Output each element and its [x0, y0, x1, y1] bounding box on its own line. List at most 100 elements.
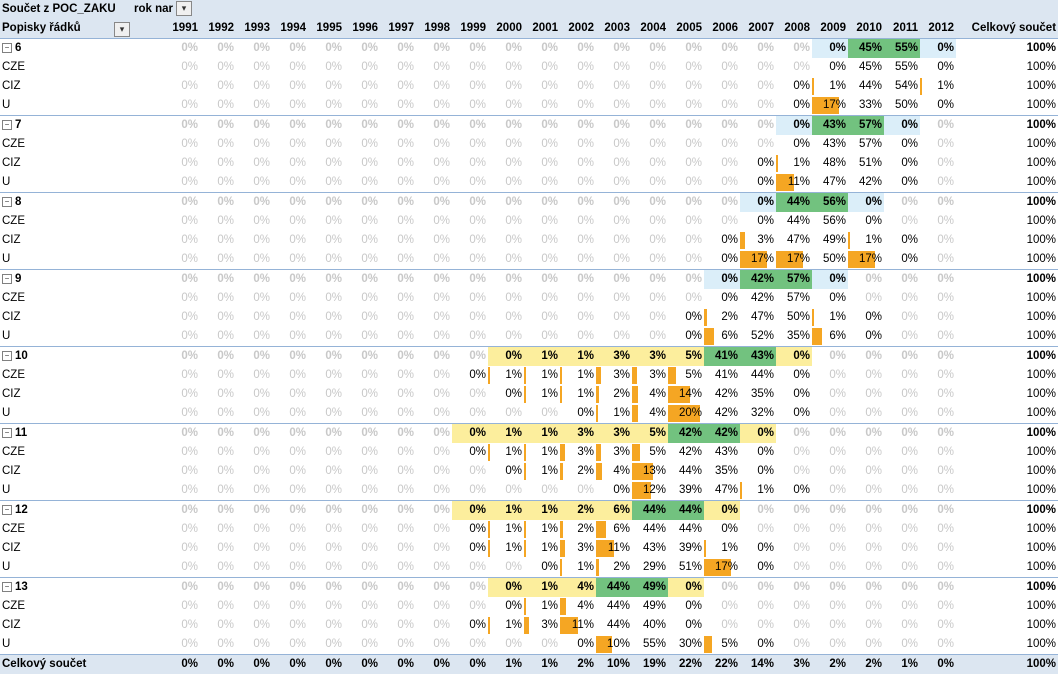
value-cell: 0% [344, 635, 380, 655]
value-cell: 1% [524, 443, 560, 462]
value-cell: 0% [812, 539, 848, 558]
value-cell: 0% [704, 520, 740, 539]
value-cell: 0% [884, 289, 920, 308]
value-text: 0% [253, 388, 270, 400]
value-text: 3% [577, 446, 594, 458]
year-header-2002[interactable]: 2002 [560, 19, 596, 39]
row-label[interactable]: −6 [0, 39, 132, 59]
value-cell: 0% [596, 270, 632, 290]
row-label[interactable]: −9 [0, 270, 132, 290]
value-text: 0% [505, 42, 522, 54]
value-text: 0% [865, 619, 882, 631]
row-total: 100% [956, 616, 1058, 635]
value-cell: 0% [200, 558, 236, 578]
row-label[interactable]: −11 [0, 424, 132, 444]
value-text: 0% [217, 80, 234, 92]
value-cell: 49% [812, 231, 848, 250]
value-text: 0% [901, 234, 918, 246]
value-cell: 51% [848, 154, 884, 173]
row-label[interactable]: −8 [0, 193, 132, 213]
column-field-cell[interactable]: rok nar▾ [132, 0, 236, 19]
value-cell: 0% [308, 635, 344, 655]
value-text: 0% [433, 196, 450, 208]
value-cell: 0% [272, 597, 308, 616]
year-header-1994[interactable]: 1994 [272, 19, 308, 39]
value-cell: 0% [488, 462, 524, 481]
value-text: 0% [865, 465, 882, 477]
collapse-icon[interactable]: − [2, 43, 12, 53]
value-cell: 1% [524, 501, 560, 521]
value-text: 0% [181, 427, 198, 439]
collapse-icon[interactable]: − [2, 120, 12, 130]
value-cell: 0% [380, 404, 416, 424]
row-label-text: U [2, 561, 10, 573]
value-cell: 0% [380, 231, 416, 250]
year-header-2000[interactable]: 2000 [488, 19, 524, 39]
value-text: 0% [649, 215, 666, 227]
row-labels-header[interactable]: Popisky řádků▾ [0, 19, 132, 39]
row-label: CZE [0, 443, 132, 462]
measure-label: Součet z POC_ZAKU [0, 0, 132, 19]
year-header-2004[interactable]: 2004 [632, 19, 668, 39]
value-cell: 0% [416, 424, 452, 444]
value-cell: 0% [704, 135, 740, 154]
value-text: 0% [757, 138, 774, 150]
year-header-2009[interactable]: 2009 [812, 19, 848, 39]
value-text: 0% [217, 388, 234, 400]
value-cell: 0% [884, 250, 920, 270]
year-header-1999[interactable]: 1999 [452, 19, 488, 39]
value-cell: 0% [884, 443, 920, 462]
value-cell: 0% [776, 424, 812, 444]
row-label[interactable]: −12 [0, 501, 132, 521]
value-cell: 0% [132, 58, 200, 77]
collapse-icon[interactable]: − [2, 351, 12, 361]
value-cell: 0% [272, 289, 308, 308]
value-text: 0% [613, 80, 630, 92]
value-text: 0% [721, 196, 738, 208]
year-header-2008[interactable]: 2008 [776, 19, 812, 39]
collapse-icon[interactable]: − [2, 428, 12, 438]
year-header-2003[interactable]: 2003 [596, 19, 632, 39]
year-header-1991[interactable]: 1991 [132, 19, 200, 39]
year-header-1993[interactable]: 1993 [236, 19, 272, 39]
year-header-1992[interactable]: 1992 [200, 19, 236, 39]
value-cell: 0% [920, 520, 956, 539]
value-text: 1% [541, 504, 558, 516]
year-header-1998[interactable]: 1998 [416, 19, 452, 39]
value-text: 0% [937, 138, 954, 150]
value-cell: 0% [668, 327, 704, 347]
collapse-icon[interactable]: − [2, 274, 12, 284]
row-filter-icon[interactable]: ▾ [114, 22, 130, 37]
row-label[interactable]: −7 [0, 116, 132, 136]
year-header-2010[interactable]: 2010 [848, 19, 884, 39]
row-label[interactable]: −10 [0, 347, 132, 367]
value-cell: 0% [884, 558, 920, 578]
value-cell: 0% [704, 501, 740, 521]
value-text: 2% [577, 523, 594, 535]
value-text: 0% [325, 176, 342, 188]
year-header-2007[interactable]: 2007 [740, 19, 776, 39]
value-text: 0% [541, 176, 558, 188]
collapse-icon[interactable]: − [2, 197, 12, 207]
filter-icon[interactable]: ▾ [176, 1, 192, 16]
year-header-2012[interactable]: 2012 [920, 19, 956, 39]
value-cell: 54% [884, 77, 920, 96]
value-text: 56% [823, 196, 846, 208]
year-header-1995[interactable]: 1995 [308, 19, 344, 39]
value-text: 0% [325, 292, 342, 304]
row-label[interactable]: −13 [0, 578, 132, 598]
year-header-2001[interactable]: 2001 [524, 19, 560, 39]
value-text: 0% [289, 215, 306, 227]
data-bar [596, 386, 599, 403]
year-header-1996[interactable]: 1996 [344, 19, 380, 39]
value-text: 0% [757, 561, 774, 573]
year-header-2005[interactable]: 2005 [668, 19, 704, 39]
value-cell: 0% [272, 443, 308, 462]
collapse-icon[interactable]: − [2, 505, 12, 515]
year-header-2011[interactable]: 2011 [884, 19, 920, 39]
value-cell: 0% [272, 173, 308, 193]
year-header-2006[interactable]: 2006 [704, 19, 740, 39]
year-header-1997[interactable]: 1997 [380, 19, 416, 39]
collapse-icon[interactable]: − [2, 582, 12, 592]
value-cell: 0% [132, 597, 200, 616]
